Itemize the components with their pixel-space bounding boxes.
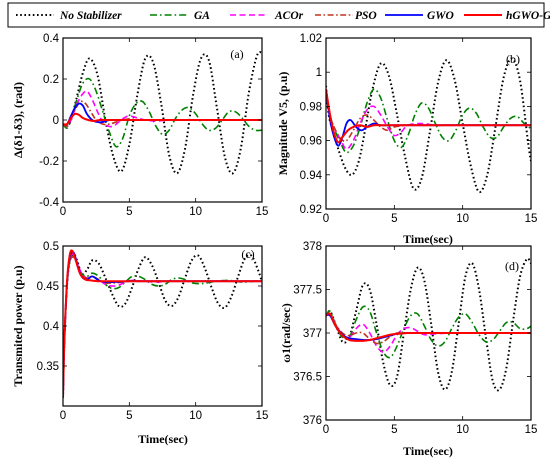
- series-group-d: [326, 257, 531, 392]
- x-axis-label-c: Time(sec): [138, 432, 188, 446]
- x-tick-label: 15: [525, 424, 538, 436]
- y-tick-label: 0.98: [300, 101, 322, 113]
- x-tick-label: 5: [391, 213, 397, 225]
- y-axis-label-b: Magnitude V5, (p.u): [276, 72, 290, 176]
- y-tick-label: 1: [316, 67, 322, 79]
- x-tick-label: 5: [126, 206, 132, 218]
- series-line-d-hgwo-ga: [326, 312, 531, 342]
- y-tick-label: -0.4: [39, 197, 59, 209]
- series-line-b-no-stabilizer: [326, 57, 531, 194]
- chart-panel-c: 0 5 10 15 0.35 0.4 0.45 0.5 Time(sec) Transmited …: [11, 241, 268, 446]
- y-tick-label: 0.92: [300, 204, 322, 216]
- y-tick-label: 0.5: [43, 241, 59, 253]
- series-line-a-hgwo-ga: [63, 112, 262, 126]
- plot-frame-b: [325, 37, 532, 210]
- x-tick-label: 15: [525, 213, 538, 225]
- panel-tag-c: (c): [241, 247, 254, 261]
- y-axis-label-c: Transmited power (p.u): [11, 265, 25, 386]
- y-tick-label: -0.2: [39, 156, 59, 168]
- y-tick-label: 0.4: [43, 33, 60, 45]
- series-line-d-no-stabilizer: [326, 257, 531, 392]
- y-tick-label: 378: [303, 241, 322, 253]
- y-tick-label: 377.5: [293, 285, 322, 297]
- chart-panel-b: 0 5 10 15 0.92 0.94 0.96 0.98 1 1.02 Time(sec) Magn…: [276, 33, 537, 246]
- x-tick-label: 5: [391, 424, 397, 436]
- series-line-a-ga: [63, 77, 262, 148]
- series-group-b: [326, 57, 531, 194]
- plot-frame-c: [62, 245, 263, 407]
- series-line-d-pso: [326, 312, 531, 345]
- x-tick-label: 0: [323, 213, 329, 225]
- y-tick-label: 376: [303, 415, 322, 427]
- series-line-c-no-stabilizer: [63, 253, 262, 399]
- x-tick-label: 10: [189, 410, 202, 422]
- y-tick-label: 0: [53, 115, 59, 127]
- y-tick-label: 0.94: [300, 170, 323, 182]
- y-tick-label: 0.35: [37, 361, 59, 373]
- chart-panel-a: 0 5 10 15 -0.4 -0.2 0 0.2 0.4 Δ(δ1-δ3), (rad) (a): [11, 33, 268, 218]
- legend-label-pso: PSO: [355, 10, 377, 22]
- series-line-c-hgwo-ga: [63, 249, 262, 399]
- series-line-a-acor: [63, 90, 262, 128]
- y-tick-label: 376.5: [293, 372, 322, 384]
- series-line-b-ga: [326, 88, 531, 154]
- series-line-d-ga: [326, 305, 531, 359]
- y-tick-label: 1.02: [300, 33, 322, 45]
- series-group-c: [63, 249, 262, 399]
- series-line-b-pso: [326, 89, 531, 142]
- legend-label-ga: GA: [194, 10, 210, 22]
- x-axis-label-d: Time(sec): [403, 444, 453, 458]
- x-tick-label: 0: [60, 206, 66, 218]
- legend-label-hgwo-ga: hGWO-GA: [506, 10, 550, 22]
- panel-tag-d: (d): [505, 259, 519, 273]
- panel-tag-b: (b): [506, 52, 520, 66]
- legend-label-gwo: GWO: [427, 10, 454, 22]
- x-tick-label: 0: [323, 424, 329, 436]
- x-tick-label: 15: [256, 410, 269, 422]
- x-tick-label: 10: [189, 206, 202, 218]
- y-axis-label-d: ω1(rad/sec): [279, 303, 293, 362]
- panel-tag-a: (a): [230, 47, 243, 61]
- y-tick-label: 0.96: [300, 136, 322, 148]
- x-axis-label-b: Time(sec): [403, 232, 453, 246]
- legend-label-acor: ACOr: [274, 10, 304, 22]
- series-line-b-hgwo-ga: [326, 89, 531, 144]
- x-tick-label: 10: [456, 424, 469, 436]
- y-tick-label: 0.4: [43, 321, 60, 333]
- series-line-c-pso: [63, 256, 262, 399]
- plot-panels: 0 5 10 15-0.4-0.200.20.4Δ(δ1-δ3), (rad)(a)0…: [11, 33, 537, 458]
- legend: No Stabilizer GA ACOr PSO GWO hGWO-GA: [7, 2, 550, 28]
- x-tick-label: 10: [456, 213, 469, 225]
- chart-panel-d: 0 5 10 15 376 376.5 377 377.5 378 Time(sec) ω1(rad…: [279, 241, 537, 458]
- x-tick-label: 5: [126, 410, 132, 422]
- y-tick-label: 0.45: [37, 281, 59, 293]
- x-tick-label: 0: [60, 410, 66, 422]
- series-line-a-no-stabilizer: [63, 51, 262, 175]
- y-axis-label-a: Δ(δ1-δ3), (rad): [11, 82, 25, 158]
- series-line-c-acor: [63, 253, 262, 399]
- y-tick-label: 0.2: [43, 74, 59, 86]
- y-tick-label: 377: [303, 328, 322, 340]
- series-group-a: [63, 51, 262, 175]
- legend-label-no-stabilizer: No Stabilizer: [59, 10, 122, 22]
- legend-box: [7, 2, 545, 28]
- x-tick-label: 15: [256, 206, 269, 218]
